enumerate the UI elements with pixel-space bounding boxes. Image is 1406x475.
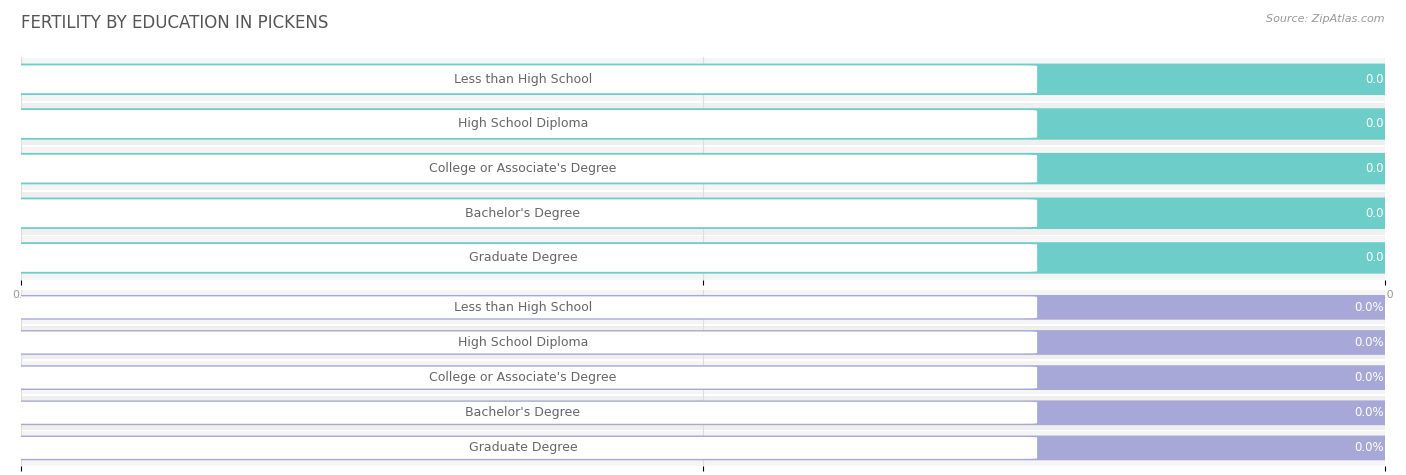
FancyBboxPatch shape [8,66,1038,93]
FancyBboxPatch shape [21,192,1385,235]
Text: Bachelor's Degree: Bachelor's Degree [465,406,581,419]
FancyBboxPatch shape [7,295,1400,320]
Text: 0.0%: 0.0% [1354,406,1384,419]
Text: Graduate Degree: Graduate Degree [468,251,578,265]
Text: FERTILITY BY EDUCATION IN PICKENS: FERTILITY BY EDUCATION IN PICKENS [21,14,329,32]
FancyBboxPatch shape [8,244,1038,272]
FancyBboxPatch shape [21,396,1385,430]
Text: 0.0%: 0.0% [1354,441,1384,455]
Text: Source: ZipAtlas.com: Source: ZipAtlas.com [1267,14,1385,24]
Text: 0.0: 0.0 [1365,73,1384,86]
Text: 0.0%: 0.0% [1354,336,1384,349]
FancyBboxPatch shape [7,365,1400,390]
FancyBboxPatch shape [8,332,1038,353]
FancyBboxPatch shape [21,290,1385,324]
Text: 0.0: 0.0 [1365,117,1384,131]
Text: Less than High School: Less than High School [454,301,592,314]
FancyBboxPatch shape [7,153,1400,184]
Text: 0.0%: 0.0% [1354,301,1384,314]
FancyBboxPatch shape [7,64,1400,95]
Text: College or Associate's Degree: College or Associate's Degree [429,162,617,175]
FancyBboxPatch shape [21,361,1385,395]
FancyBboxPatch shape [8,402,1038,424]
Text: 0.0%: 0.0% [1354,371,1384,384]
Text: Graduate Degree: Graduate Degree [468,441,578,455]
FancyBboxPatch shape [8,200,1038,227]
FancyBboxPatch shape [7,330,1400,355]
FancyBboxPatch shape [8,155,1038,182]
Text: High School Diploma: High School Diploma [458,117,588,131]
FancyBboxPatch shape [7,242,1400,274]
FancyBboxPatch shape [7,436,1400,460]
FancyBboxPatch shape [21,237,1385,279]
Text: Bachelor's Degree: Bachelor's Degree [465,207,581,220]
Text: High School Diploma: High School Diploma [458,336,588,349]
FancyBboxPatch shape [21,431,1385,465]
FancyBboxPatch shape [21,103,1385,145]
FancyBboxPatch shape [21,58,1385,101]
Text: 0.0: 0.0 [1365,162,1384,175]
Text: 0.0: 0.0 [1365,207,1384,220]
Text: Less than High School: Less than High School [454,73,592,86]
FancyBboxPatch shape [7,400,1400,425]
Text: 0.0: 0.0 [1365,251,1384,265]
FancyBboxPatch shape [8,296,1038,318]
FancyBboxPatch shape [8,110,1038,138]
FancyBboxPatch shape [8,437,1038,459]
FancyBboxPatch shape [21,325,1385,360]
FancyBboxPatch shape [8,367,1038,389]
FancyBboxPatch shape [21,147,1385,190]
FancyBboxPatch shape [7,108,1400,140]
Text: College or Associate's Degree: College or Associate's Degree [429,371,617,384]
FancyBboxPatch shape [7,198,1400,229]
